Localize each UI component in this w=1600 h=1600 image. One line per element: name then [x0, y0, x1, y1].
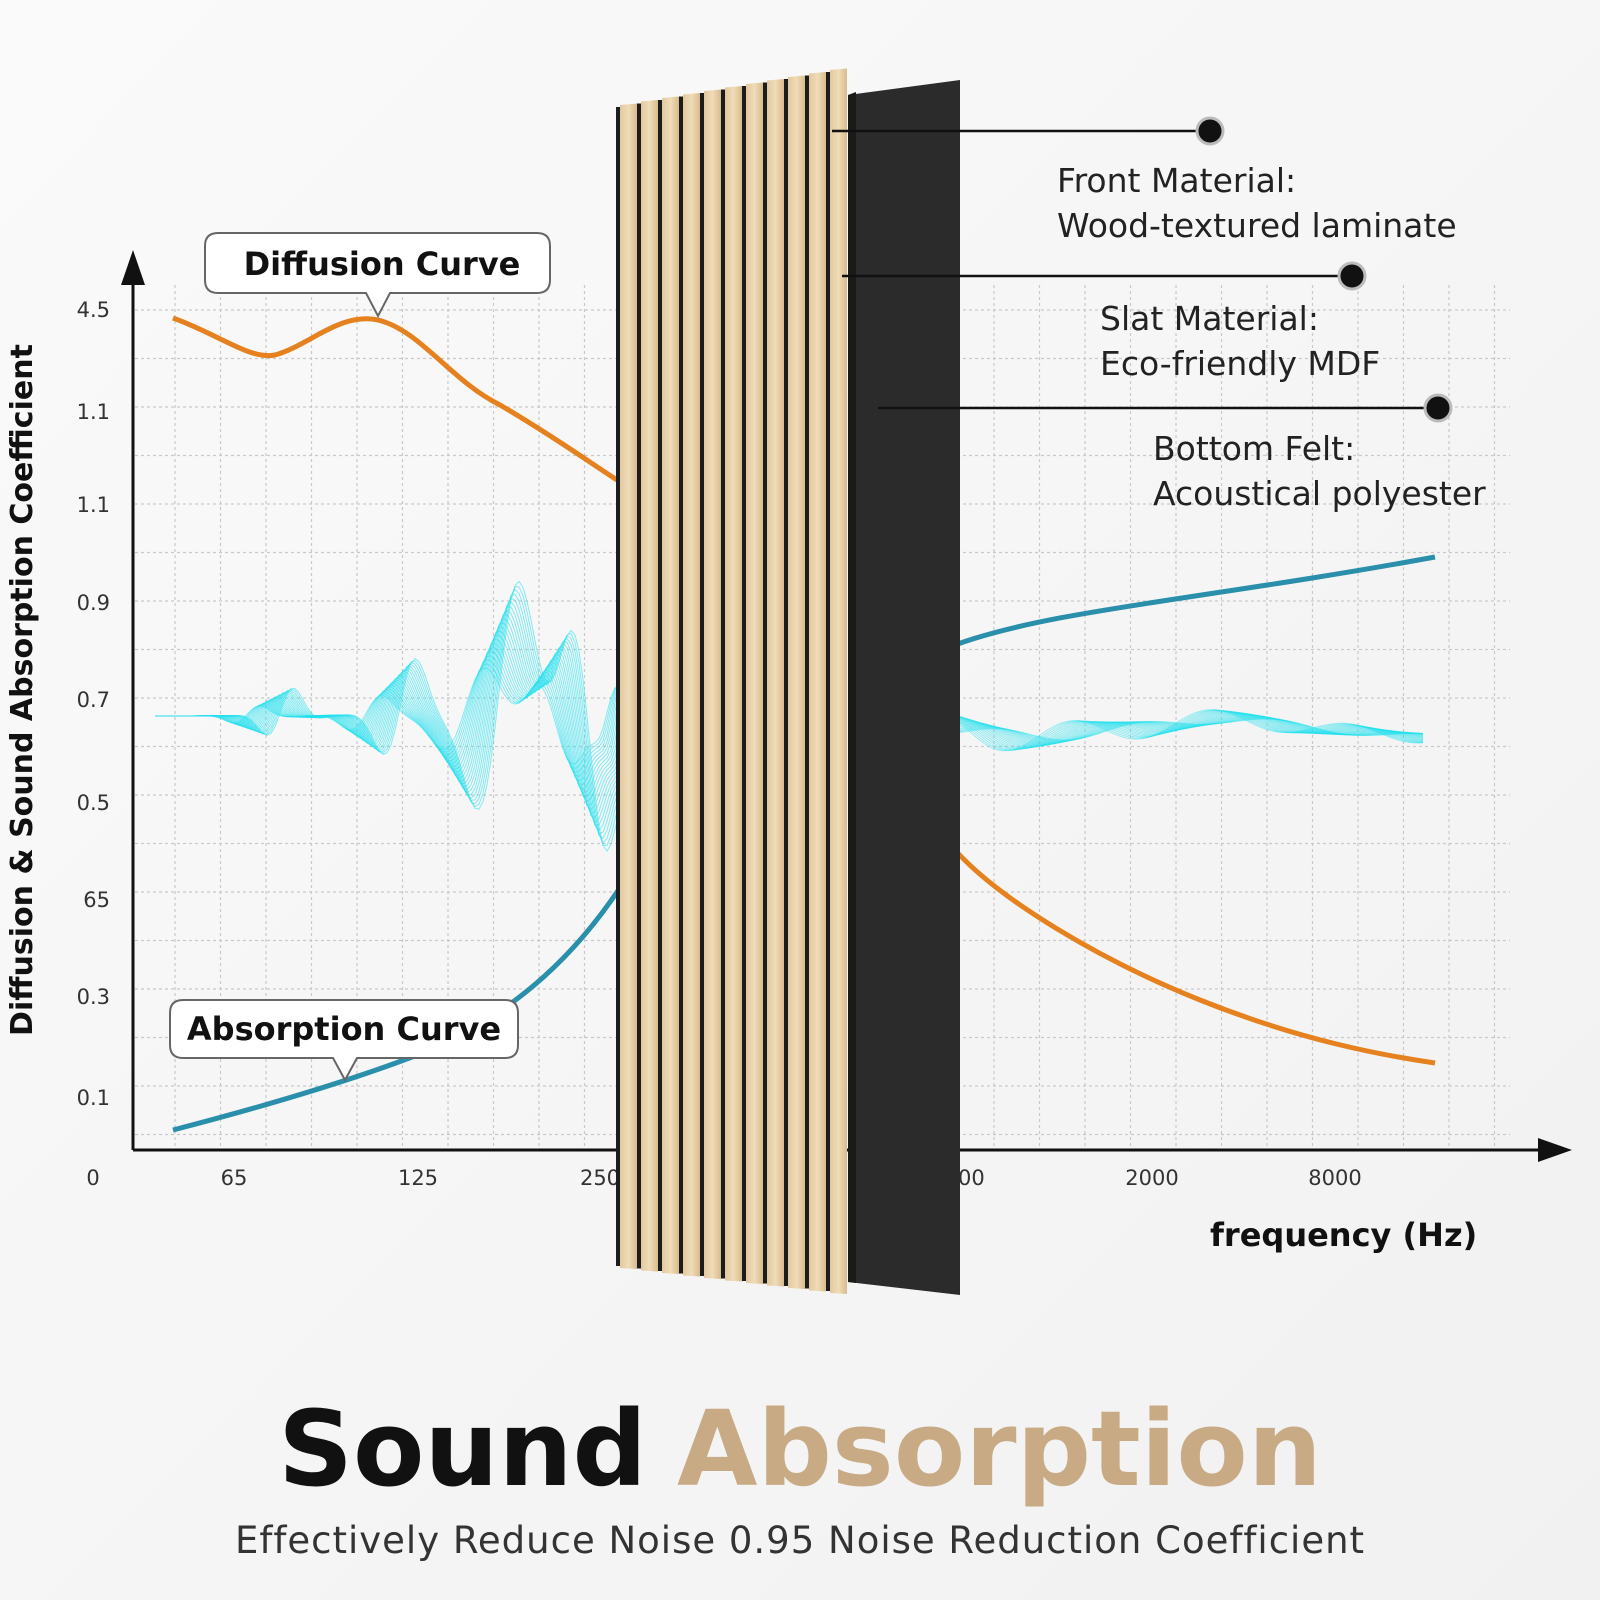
material-value: Acoustical polyester: [1153, 474, 1486, 513]
slat: [704, 89, 721, 1279]
diffusion-curve: [172, 315, 627, 488]
wave: [954, 712, 1424, 748]
title: Sound Absorption: [278, 1388, 1322, 1510]
x-tick-label: 250: [580, 1166, 620, 1190]
slat: [683, 93, 700, 1277]
title-part: Absorption: [677, 1388, 1322, 1510]
slat: [746, 82, 763, 1284]
y-ticks: 4.5 1.1 1.1 0.9 0.7 0.5 65 0.3 0.1: [77, 298, 110, 1110]
slat: [620, 103, 637, 1269]
material-label: Front Material:: [1057, 161, 1296, 200]
slat-gap: [616, 107, 620, 1266]
grid: [135, 285, 1510, 1148]
panel: [616, 68, 960, 1295]
felt: [848, 80, 960, 1295]
absorption-callout: Absorption Curve: [169, 999, 519, 1083]
callout-bubble: [204, 232, 551, 319]
material-label: Bottom Felt:: [1153, 429, 1355, 468]
wave: [954, 717, 1424, 742]
slat-gap: [826, 72, 830, 1291]
material-label: Slat Material:: [1100, 299, 1319, 338]
leader-dot: [1423, 393, 1453, 423]
x-tick-label: 8000: [1308, 1166, 1361, 1190]
y-tick-label: 0.9: [77, 591, 110, 615]
slat-gap: [784, 79, 788, 1286]
y-arrow: [121, 250, 145, 285]
diffusion-callout: Diffusion Curve: [204, 232, 551, 319]
slat: [662, 96, 679, 1274]
wave: [954, 710, 1424, 750]
x-tick-label: 65: [221, 1166, 248, 1190]
slat-gap: [700, 93, 704, 1276]
slat-gap: [805, 75, 809, 1289]
y-tick-label: 1.1: [77, 400, 110, 424]
wave: [954, 709, 1424, 751]
wave: [954, 715, 1424, 745]
x-tick-label: 0: [86, 1166, 99, 1190]
x-axis-label: frequency (Hz): [1210, 1216, 1477, 1254]
slat-gap: [721, 89, 725, 1279]
wave: [954, 716, 1424, 743]
x-tick-label: 125: [398, 1166, 438, 1190]
y-tick-label: 4.5: [77, 298, 110, 322]
leader-dot: [1195, 116, 1225, 146]
y-tick-label: 1.1: [77, 493, 110, 517]
x-arrow: [1538, 1138, 1572, 1162]
wave: [954, 711, 1424, 749]
wave: [954, 717, 1424, 742]
slat-gap: [658, 100, 662, 1271]
y-axis-label: Diffusion & Sound Absorption Coefficient: [5, 344, 40, 1036]
absorption-curve: [954, 554, 1436, 648]
material-leaders: [832, 116, 1453, 423]
wave: [954, 710, 1424, 751]
slat-gap: [763, 82, 767, 1284]
material-value: Eco-friendly MDF: [1100, 344, 1380, 383]
leader-dot: [1337, 261, 1367, 291]
slat-gap: [637, 103, 641, 1269]
y-tick-label: 65: [83, 888, 110, 912]
wave: [954, 711, 1424, 748]
waves: [155, 580, 1424, 853]
y-tick-label: 0.7: [77, 688, 110, 712]
y-tick-label: 0.1: [77, 1086, 110, 1110]
subtitle: Effectively Reduce Noise 0.95 Noise Redu…: [235, 1519, 1365, 1562]
slat: [725, 86, 742, 1282]
slat: [788, 75, 805, 1289]
slat-gap: [742, 86, 746, 1281]
material-value: Wood-textured laminate: [1057, 206, 1457, 245]
x-tick-label: 2000: [1125, 1166, 1178, 1190]
wave: [155, 621, 624, 811]
wave: [954, 710, 1424, 750]
y-tick-label: 0.5: [77, 791, 110, 815]
title-part: Sound: [278, 1388, 647, 1510]
slat: [830, 68, 847, 1294]
wave: [954, 714, 1424, 745]
callout-bubble: [169, 999, 519, 1083]
wave: [954, 709, 1424, 752]
slat: [809, 72, 826, 1292]
wave: [155, 580, 624, 853]
callout-text: Absorption Curve: [187, 1010, 501, 1048]
slat: [641, 100, 658, 1272]
wave: [954, 714, 1424, 746]
wave: [954, 712, 1424, 747]
y-tick-label: 0.3: [77, 985, 110, 1009]
wave: [954, 715, 1424, 744]
wave: [954, 711, 1424, 749]
slat-gap: [679, 96, 683, 1274]
callout-text: Diffusion Curve: [244, 245, 521, 283]
wave: [954, 713, 1424, 746]
diffusion-curve: [953, 848, 1436, 1066]
wave: [954, 709, 1424, 751]
wave: [954, 718, 1423, 741]
wave: [155, 626, 624, 806]
slat: [767, 79, 784, 1287]
felt-edge: [848, 92, 856, 1283]
wave: [954, 713, 1424, 747]
wave: [954, 716, 1424, 744]
